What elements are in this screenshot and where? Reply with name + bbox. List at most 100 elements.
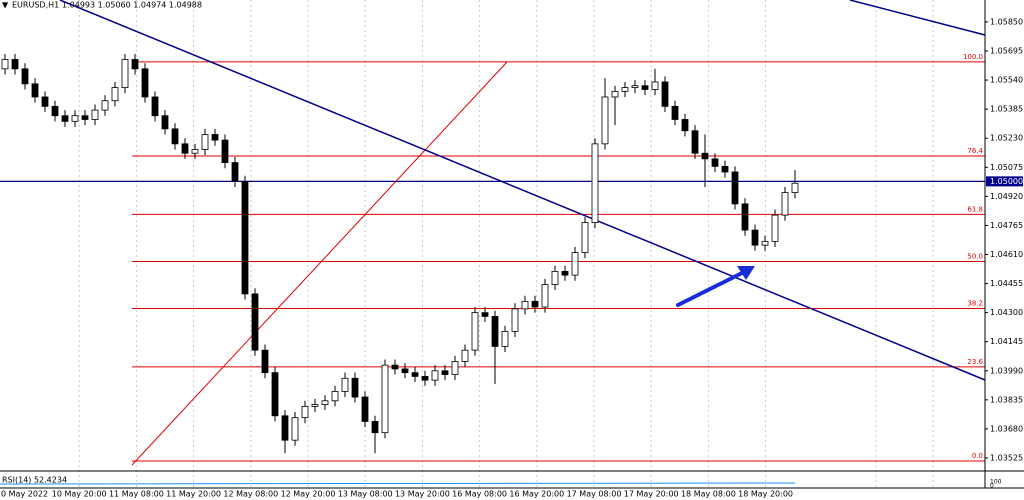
fibonacci: 100.0 76.4 61.8 50.0 38.2 23.6 0.0 xyxy=(0,53,985,462)
y-tick-label: 1.04455 xyxy=(990,279,1023,288)
candle-body xyxy=(501,331,509,347)
candle-body xyxy=(471,312,479,351)
fib-label: 50.0 xyxy=(967,252,983,260)
x-tick-label: 16 May 20:00 xyxy=(509,490,564,499)
x-tick-label: 18 May 20:00 xyxy=(738,490,793,499)
candle-body xyxy=(251,293,259,351)
y-tick-label: 1.05230 xyxy=(990,134,1023,143)
current-price-label: 1.05000 xyxy=(990,177,1023,186)
quote: 1.04993 1.05060 1.04974 1.04988 xyxy=(62,1,202,10)
fib-label: 23.6 xyxy=(967,358,983,366)
candle-body xyxy=(301,406,309,419)
x-tick-label: 18 May 08:00 xyxy=(681,490,736,499)
candle-body xyxy=(661,81,669,107)
candle-body xyxy=(541,284,549,308)
candle-body xyxy=(671,105,679,120)
candle-body xyxy=(261,349,269,374)
candle-body xyxy=(361,396,369,422)
candle-body xyxy=(111,87,119,102)
candle-body xyxy=(181,143,189,154)
candle-body xyxy=(691,130,699,154)
candle-body xyxy=(221,139,229,164)
candle-body xyxy=(31,83,39,98)
candle-body xyxy=(211,134,219,141)
fib-diagonal xyxy=(131,61,508,466)
candle-body xyxy=(451,361,459,375)
trend-line xyxy=(849,0,986,36)
fib-label: 76.4 xyxy=(967,147,983,155)
rsi-line xyxy=(0,482,796,485)
rsi-tick: 100 xyxy=(990,479,1002,486)
candle-body xyxy=(751,229,759,246)
x-tick-label: 11 May 20:00 xyxy=(166,490,221,499)
rsi-tick: 0 xyxy=(990,483,994,490)
y-tick-label: 1.05385 xyxy=(990,105,1023,114)
candle-body xyxy=(71,115,79,122)
candle-body xyxy=(381,364,389,434)
candle-body xyxy=(231,162,239,182)
y-tick-label: 1.05075 xyxy=(990,163,1023,172)
y-tick-label: 1.03835 xyxy=(990,395,1023,404)
candle-body xyxy=(421,376,429,381)
y-tick-label: 1.05540 xyxy=(990,76,1023,85)
x-tick-label: 16 May 08:00 xyxy=(452,490,507,499)
triangle: ▼ xyxy=(2,1,9,10)
y-tick-label: 1.04765 xyxy=(990,221,1023,230)
x-tick-label: 13 May 20:00 xyxy=(395,490,450,499)
candle-body xyxy=(141,68,149,98)
symbol: EURUSD,H1 xyxy=(12,1,59,10)
candle-body xyxy=(401,368,409,374)
candle-body xyxy=(191,149,199,154)
y-tick-label: 1.04300 xyxy=(990,308,1023,317)
y-tick-label: 1.03680 xyxy=(990,424,1023,433)
axis: 1.05850 1.05695 1.05540 1.05385 1.05230 1.050… xyxy=(0,17,1023,498)
candle-body xyxy=(741,203,749,231)
candle-body xyxy=(461,349,469,362)
candle-body xyxy=(161,115,169,130)
candle-body xyxy=(1,59,9,70)
x-tick-label: 11 May 08:00 xyxy=(109,490,164,499)
candle-body xyxy=(391,364,399,370)
candle-body xyxy=(581,222,589,254)
candle-body xyxy=(611,90,619,98)
candle-body xyxy=(631,85,639,88)
candle-body xyxy=(91,109,99,120)
candle-body xyxy=(531,300,539,308)
candle-body xyxy=(481,312,489,317)
fib-label: 100.0 xyxy=(963,53,983,61)
candle-body xyxy=(131,59,139,70)
candle-body xyxy=(371,421,379,434)
y-tick-label: 1.05695 xyxy=(990,47,1023,56)
candle-body xyxy=(441,370,449,375)
y-tick-label: 1.03525 xyxy=(990,453,1023,462)
candle-body xyxy=(641,85,649,90)
candle-body xyxy=(311,404,319,407)
candle-body xyxy=(621,87,629,92)
candle-body xyxy=(411,372,419,377)
candle-body xyxy=(701,152,709,160)
x-tick-label: 12 May 08:00 xyxy=(223,490,278,499)
candle-body xyxy=(491,315,499,347)
candle-body xyxy=(101,100,109,111)
candle-body xyxy=(51,105,59,117)
rsi-label: RSI(14) 52.4234 xyxy=(2,476,67,485)
candle-body xyxy=(551,270,559,285)
candle-body xyxy=(21,68,29,85)
candle-body xyxy=(11,59,19,70)
candle-body xyxy=(351,377,359,398)
y-tick-label: 1.03990 xyxy=(990,366,1023,375)
candle-body xyxy=(321,400,329,405)
candle-body xyxy=(571,252,579,276)
x-tick-label: 13 May 08:00 xyxy=(338,490,393,499)
candle-body xyxy=(291,417,299,441)
fib-label: 38.2 xyxy=(967,300,983,308)
candle-body xyxy=(651,81,659,90)
candle-body xyxy=(521,300,529,310)
candle-body xyxy=(591,143,599,224)
candle-body xyxy=(721,165,729,173)
fib-label: 61.8 xyxy=(967,205,983,213)
candle-body xyxy=(61,115,69,122)
candle-body xyxy=(731,171,739,205)
x-tick-label: 17 May 20:00 xyxy=(624,490,679,499)
